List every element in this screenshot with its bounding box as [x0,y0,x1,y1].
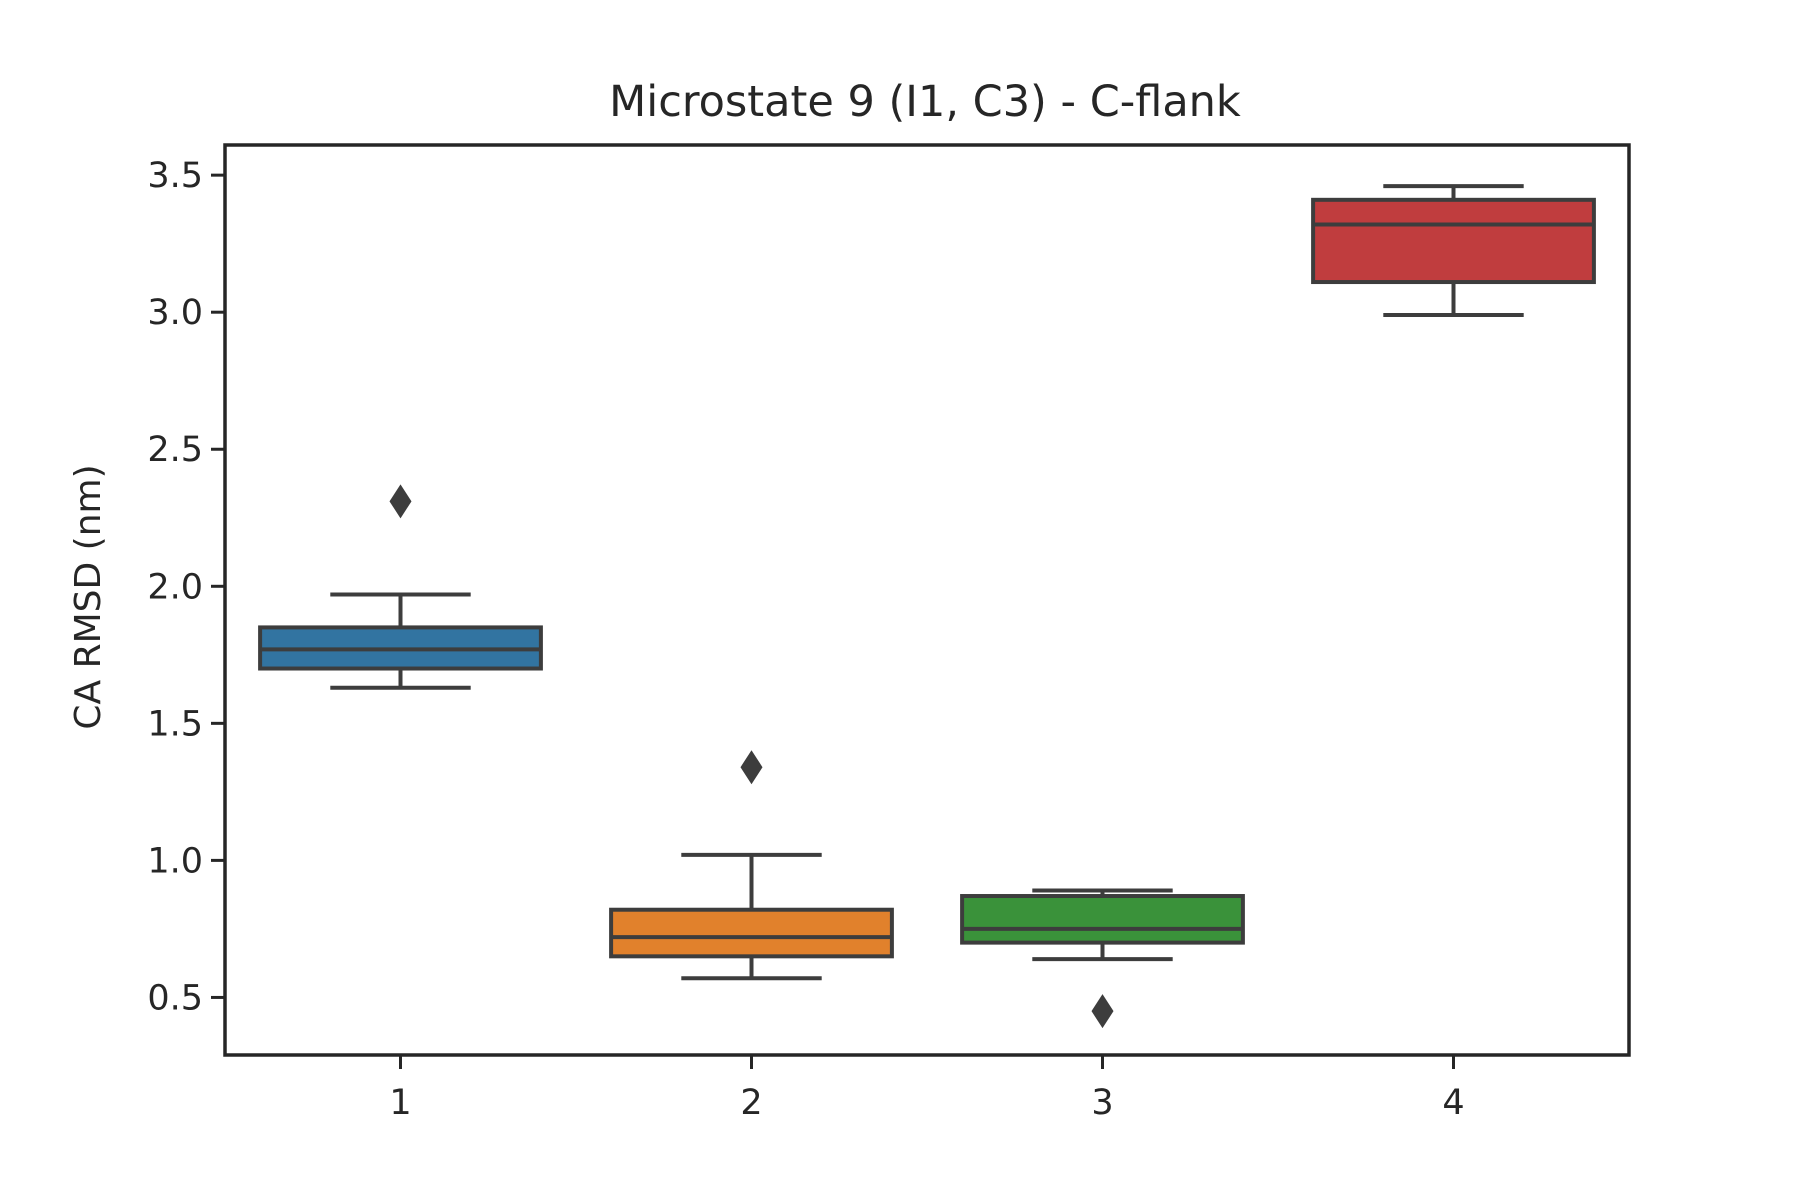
y-tick-label: 2.5 [147,430,203,470]
y-axis-label: CA RMSD (nm) [68,464,109,729]
outlier-marker-2-1 [740,750,763,785]
x-tick-label: 1 [389,1083,411,1123]
plot-area-frame [223,143,1631,1057]
x-tick-label: 4 [1442,1083,1464,1123]
outlier-marker-1-1 [389,484,412,519]
box-group-2 [609,750,894,981]
y-tick-label: 2.0 [147,567,203,607]
y-tick-label: 3.0 [147,293,203,333]
box-group-3 [960,888,1245,1029]
box-4 [1311,197,1596,285]
box-2 [609,907,894,959]
chart-title: Microstate 9 (I1, C3) - C-flank [609,77,1241,127]
y-tick-label: 3.5 [147,156,203,196]
x-tick-label: 2 [740,1083,762,1123]
outlier-marker-3-1 [1091,994,1114,1029]
x-axis-ticks: 1 2 3 4 [389,1055,1465,1123]
y-tick-label: 0.5 [147,978,203,1018]
x-tick-label: 3 [1091,1083,1113,1123]
y-tick-label: 1.0 [147,841,203,881]
box-group-1 [258,484,543,690]
box-3 [960,894,1245,945]
y-axis-ticks: 0.5 1.0 1.5 2.0 2.5 3.0 3.5 [147,156,225,1018]
box-group-4 [1311,184,1596,317]
y-tick-label: 1.5 [147,704,203,744]
boxes-layer [258,184,1596,1029]
